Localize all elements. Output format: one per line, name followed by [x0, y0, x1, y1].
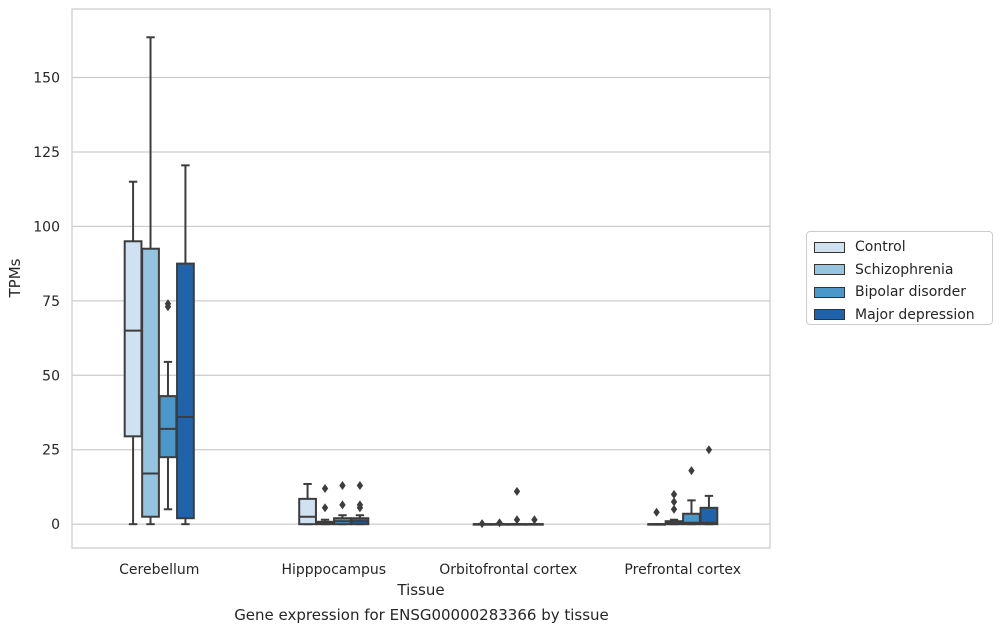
outlier-point: [514, 487, 520, 496]
x-tick-label: Cerebellum: [119, 562, 199, 578]
box: [334, 481, 351, 524]
y-tick-label: 125: [33, 145, 60, 161]
series-control: [125, 182, 665, 528]
box: [160, 299, 177, 509]
outlier-point: [531, 515, 537, 524]
outlier-point: [322, 503, 328, 512]
legend-swatch: [814, 309, 845, 320]
box: [648, 508, 665, 525]
x-axis-label: Tissue: [396, 581, 444, 599]
series-schizophrenia: [142, 37, 682, 527]
legend-item: Control: [807, 236, 992, 259]
legend-item: Bipolar disorder: [807, 281, 992, 304]
y-tick-label: 100: [33, 219, 60, 235]
x-tick-label: Orbitofrontal cortex: [439, 562, 577, 578]
box-iqr: [125, 241, 142, 436]
outlier-point: [653, 508, 659, 517]
legend-swatch: [814, 287, 845, 298]
box: [142, 37, 159, 524]
y-tick-label: 75: [42, 294, 60, 310]
legend-item: Major depression: [807, 304, 992, 327]
legend: Control Schizophrenia Bipolar disorder Majo…: [806, 231, 993, 325]
box: [352, 481, 369, 524]
outlier-point: [706, 445, 712, 454]
y-axis-ticks: 0 25 50 75 100 125 150: [33, 70, 60, 533]
box: [526, 515, 543, 524]
legend-swatch: [814, 242, 845, 253]
box: [474, 519, 491, 528]
legend-item: Schizophrenia: [807, 259, 992, 282]
legend-label: Control: [855, 239, 906, 255]
outlier-point: [496, 518, 502, 527]
outlier-point: [339, 500, 345, 509]
chart-caption: Gene expression for ENSG00000283366 by t…: [0, 606, 843, 624]
outlier-point: [514, 515, 520, 524]
box: [509, 487, 526, 525]
y-tick-label: 50: [42, 368, 60, 384]
outlier-point: [479, 519, 485, 528]
y-tick-label: 0: [51, 517, 60, 533]
box: [491, 518, 508, 527]
box: [683, 466, 700, 524]
series-bipolar-disorder: [160, 299, 700, 524]
box-iqr: [142, 249, 159, 517]
box: [299, 484, 316, 524]
box: [701, 445, 718, 524]
x-axis-ticks: Cerebellum Hipppocampus Orbitofrontal cort…: [119, 562, 741, 578]
box: [177, 165, 194, 524]
box-iqr: [177, 264, 194, 519]
box-iqr: [299, 499, 316, 524]
outlier-point: [339, 481, 345, 490]
legend-swatch: [814, 264, 845, 275]
series-major-depression: [177, 165, 717, 524]
x-tick-label: Prefrontal cortex: [624, 562, 741, 578]
y-axis-label: TPMs: [6, 258, 24, 298]
legend-label: Major depression: [855, 307, 975, 323]
box: [666, 490, 683, 524]
y-tick-label: 25: [42, 443, 60, 459]
x-tick-label: Hipppocampus: [281, 562, 386, 578]
box-series: [125, 37, 718, 528]
box: [125, 182, 142, 524]
outlier-point: [688, 466, 694, 475]
outlier-point: [357, 481, 363, 490]
box-iqr: [160, 396, 177, 457]
box: [317, 484, 334, 524]
outlier-point: [322, 484, 328, 493]
y-tick-label: 150: [33, 70, 60, 86]
legend-label: Schizophrenia: [855, 262, 953, 278]
legend-label: Bipolar disorder: [855, 284, 966, 300]
outlier-point: [671, 490, 677, 499]
